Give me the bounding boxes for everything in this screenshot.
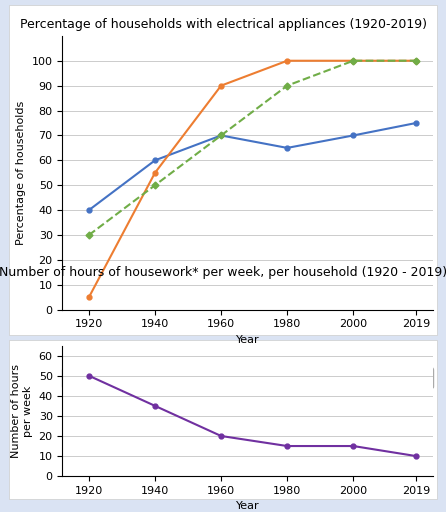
X-axis label: Year: Year xyxy=(236,501,259,511)
Refrigerator xyxy=(413,58,419,64)
Hours per week xyxy=(413,453,419,459)
Refrigerator xyxy=(86,294,91,301)
Y-axis label: Number of hours
per week: Number of hours per week xyxy=(12,364,33,458)
X-axis label: Year: Year xyxy=(236,335,259,345)
Washing machine xyxy=(86,207,91,213)
Hours per week xyxy=(152,403,157,409)
Hours per week xyxy=(351,443,356,449)
Legend: Washing machine, Refrigerator, Vacuum cleaner: Washing machine, Refrigerator, Vacuum cl… xyxy=(62,368,434,389)
Line: Hours per week: Hours per week xyxy=(87,373,418,459)
Vacuum cleaner xyxy=(351,58,356,64)
Hours per week xyxy=(86,373,91,379)
Text: Percentage of households with electrical appliances (1920-2019): Percentage of households with electrical… xyxy=(20,18,426,31)
Vacuum cleaner xyxy=(219,133,224,139)
Refrigerator xyxy=(219,82,224,89)
Hours per week xyxy=(285,443,290,449)
Refrigerator xyxy=(351,58,356,64)
Washing machine xyxy=(152,157,157,163)
Vacuum cleaner xyxy=(152,182,157,188)
Washing machine xyxy=(285,145,290,151)
Hours per week xyxy=(219,433,224,439)
Line: Washing machine: Washing machine xyxy=(87,120,418,212)
Washing machine xyxy=(219,133,224,139)
Vacuum cleaner xyxy=(86,232,91,238)
Washing machine xyxy=(351,133,356,139)
Y-axis label: Percentage of households: Percentage of households xyxy=(16,101,26,245)
Line: Refrigerator: Refrigerator xyxy=(87,58,418,300)
Text: Number of hours of housework* per week, per household (1920 - 2019): Number of hours of housework* per week, … xyxy=(0,266,446,279)
Vacuum cleaner xyxy=(413,58,419,64)
Washing machine xyxy=(413,120,419,126)
Line: Vacuum cleaner: Vacuum cleaner xyxy=(87,58,418,238)
Refrigerator xyxy=(152,170,157,176)
Refrigerator xyxy=(285,58,290,64)
Vacuum cleaner xyxy=(285,82,290,89)
